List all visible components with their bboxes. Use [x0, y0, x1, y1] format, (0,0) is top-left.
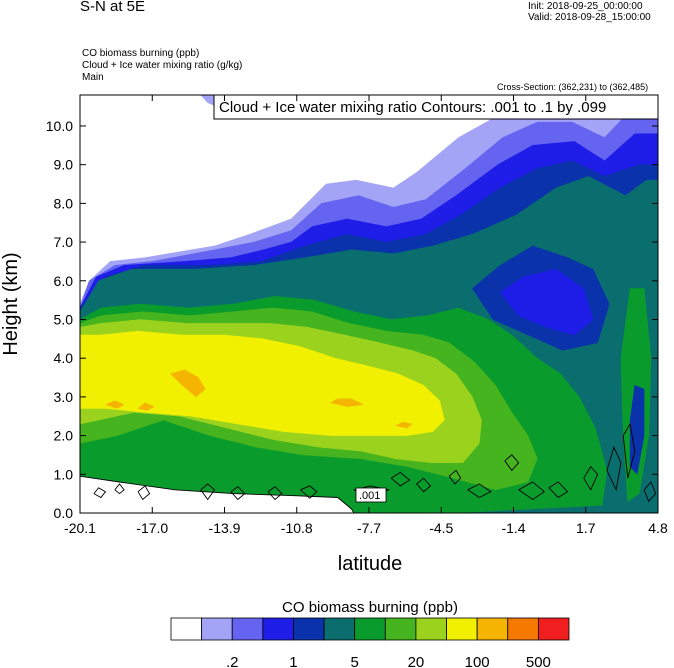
co-region-8	[499, 268, 594, 336]
x-tick-label: -4.5	[429, 520, 453, 536]
x-axis-label: latitude	[338, 553, 403, 575]
co-region-14	[104, 400, 125, 409]
x-tick-label: -7.7	[357, 520, 381, 536]
contour-line-label-text: .001	[359, 490, 380, 502]
colorbar-swatch-11	[507, 617, 539, 641]
y-tick-label: 2.0	[54, 428, 74, 444]
co-region-15	[137, 402, 155, 411]
cloud-contour-14	[518, 481, 546, 501]
y-axis-label: Height (km)	[0, 252, 22, 355]
co-contour-fill	[80, 95, 658, 513]
colorbar	[170, 617, 570, 641]
x-tick-label: -10.8	[281, 520, 313, 536]
cloud-contour-10	[416, 477, 432, 493]
cross-section-label: Cross-Section: (362,231) to (362,485)	[497, 82, 649, 92]
x-tick-label: -1.4	[501, 520, 525, 536]
cloud-contour-1	[93, 487, 107, 499]
colorbar-swatch-7	[384, 617, 417, 641]
cloud-contour-3	[137, 485, 151, 501]
colorbar-label: .2	[226, 654, 239, 668]
y-tick-label: 0.0	[54, 505, 74, 521]
contour-legend-frame	[213, 94, 659, 120]
colorbar-labels: .2 1 5 20 100 500	[226, 654, 551, 668]
cloud-contour-5	[230, 486, 246, 501]
x-tick-label: -20.1	[64, 520, 96, 536]
field-name-co: CO biomass burning (ppb)	[82, 48, 200, 59]
cloud-contour-6	[267, 486, 283, 501]
cloud-contour-13	[504, 454, 520, 472]
init-time: Init: 2018-09-25_00:00:00	[528, 1, 643, 12]
colorbar-label: 500	[526, 654, 551, 668]
contour-legend-text: Cloud + Ice water mixing ratio Contours:…	[219, 99, 606, 116]
cloud-contour-9	[390, 471, 411, 487]
colorbar-title: CO biomass burning (ppb)	[282, 599, 458, 616]
colorbar-label: 1	[289, 654, 297, 668]
cloud-contour-4	[200, 483, 216, 501]
colorbar-swatch-10	[476, 617, 509, 641]
cloud-contour-19	[643, 481, 657, 503]
colorbar-swatch-3	[262, 617, 294, 641]
x-tick-label: -17.0	[136, 520, 168, 536]
y-tick-label: 10.0	[46, 118, 73, 134]
co-region-16	[330, 398, 365, 407]
cloud-contour-17	[606, 445, 622, 492]
cloud-contour-15	[548, 481, 569, 499]
colorbar-swatch-8	[415, 617, 447, 641]
cloud-contour-7	[300, 485, 318, 499]
field-name-cloud: Cloud + Ice water mixing ratio (g/kg)	[82, 60, 243, 71]
contour-line-label-box	[355, 487, 387, 503]
colorbar-swatch-5	[323, 617, 356, 641]
co-region-19	[629, 384, 645, 475]
colorbar-swatch-6	[354, 617, 386, 641]
colorbar-swatch-4	[293, 617, 325, 641]
y-tick-label: 6.0	[54, 273, 74, 289]
y-axis-ticks: 0.0 1.0 2.0 3.0 4.0 5.0 6.0 7.0 8.0 9.0 10.0	[46, 118, 658, 521]
colorbar-swatch-0	[170, 617, 203, 641]
x-tick-label: 1.7	[576, 520, 596, 536]
cloud-contour-18	[622, 422, 636, 479]
y-tick-label: 5.0	[54, 311, 74, 327]
cloud-contour-11	[448, 469, 462, 485]
y-tick-label: 8.0	[54, 195, 74, 211]
cloud-contour-12	[467, 483, 492, 499]
cloud-contour-2	[114, 483, 125, 495]
co-region-17	[394, 421, 413, 429]
y-tick-label: 4.0	[54, 350, 74, 366]
colorbar-swatch-12	[537, 617, 570, 641]
x-tick-label: -13.9	[209, 520, 241, 536]
y-tick-label: 1.0	[54, 466, 74, 482]
plot-title: S-N at 5E	[80, 0, 146, 15]
cloud-contour-16	[583, 465, 599, 491]
valid-time: Valid: 2018-09-28_15:00:00	[528, 12, 651, 23]
colorbar-swatch-9	[446, 617, 478, 641]
colorbar-swatch-2	[231, 617, 264, 641]
colorbar-label: 5	[351, 654, 359, 668]
x-tick-label: 4.8	[648, 520, 668, 536]
co-region-13	[170, 369, 206, 398]
co-region-12	[80, 330, 445, 436]
y-tick-label: 9.0	[54, 157, 74, 173]
colorbar-label: 100	[465, 654, 490, 668]
contour-legend-box: Cloud + Ice water mixing ratio Contours:…	[213, 94, 659, 120]
x-axis-ticks: -20.1 -17.0 -13.9 -10.8 -7.7 -4.5 -1.4 1.7 4.8	[64, 95, 668, 536]
field-name-main: Main	[82, 72, 104, 83]
colorbar-swatch-1	[201, 617, 233, 641]
y-tick-label: 7.0	[54, 234, 74, 250]
colorbar-label: 20	[408, 654, 425, 668]
contour-line-label: .001	[355, 487, 387, 503]
cloud-contour-0	[80, 475, 355, 513]
y-tick-label: 3.0	[54, 389, 74, 405]
